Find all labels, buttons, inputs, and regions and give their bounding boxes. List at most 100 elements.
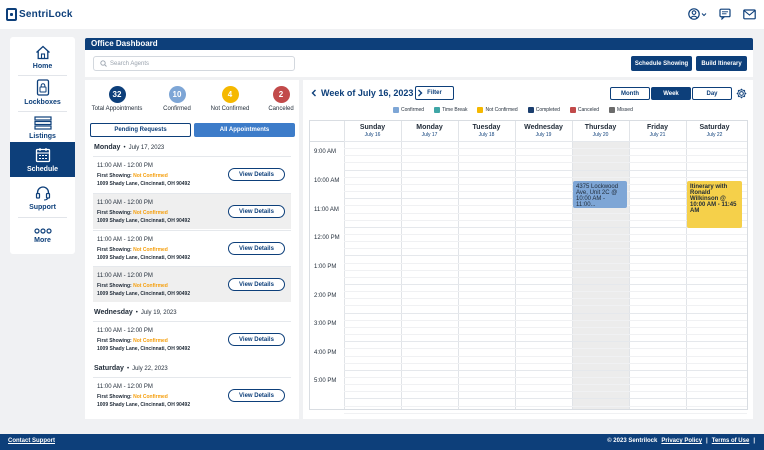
view-details-button[interactable]: View Details xyxy=(228,168,285,181)
privacy-policy-link[interactable]: Privacy Policy xyxy=(661,438,703,444)
search-placeholder: Search Agents xyxy=(110,60,150,67)
week-grid: Sunday July 16 Monday July 17 Tuesday July … xyxy=(309,120,748,421)
view-details-button[interactable]: View Details xyxy=(228,242,285,255)
mail-icon[interactable] xyxy=(743,8,756,20)
appt-showing: First Showing: Not Confirmed xyxy=(97,247,287,253)
terms-of-use-link[interactable]: Terms of Use xyxy=(711,438,750,444)
stat-label: Not Confirmed xyxy=(210,106,250,112)
stat-confirmed[interactable]: 10 Confirmed xyxy=(151,86,203,112)
sidebar-item-listings[interactable]: Listings xyxy=(10,109,75,144)
appt-address: 1009 Shady Lane, Cincinnati, OH 90492 xyxy=(97,346,191,352)
grid-quarter-line xyxy=(344,148,747,150)
grid-quarter-line xyxy=(344,269,747,271)
sidebar-label: Schedule xyxy=(26,166,59,173)
grid-quarter-line xyxy=(344,391,747,393)
appt-showing: First Showing: Not Confirmed xyxy=(97,210,287,216)
legend-label: Completed xyxy=(535,107,560,113)
top-bar: SentriLock xyxy=(0,0,764,29)
tab-pending-requests[interactable]: Pending Requests xyxy=(90,123,191,137)
day-column-header[interactable]: Tuesday July 18 xyxy=(458,121,515,141)
calendar-event-confirmed[interactable]: 4375 Lockwood Ave, Unit 2C @ 10:00 AM - … xyxy=(573,181,627,208)
chevron-left-icon[interactable] xyxy=(311,89,317,97)
appt-showing: First Showing: Not Confirmed xyxy=(97,283,287,289)
search-agents-input[interactable]: Search Agents xyxy=(93,56,295,71)
grid-quarter-line xyxy=(344,334,747,336)
grid-hour-line xyxy=(344,169,747,171)
sidebar-item-more[interactable]: More xyxy=(10,213,75,248)
legend-item: Canceled xyxy=(569,107,599,113)
view-details-button[interactable]: View Details xyxy=(228,333,285,346)
view-week-button[interactable]: Week xyxy=(651,87,691,100)
day-column-header[interactable]: Wednesday July 19 xyxy=(515,121,572,141)
sidebar-divider xyxy=(18,111,67,112)
sidebar-item-lockboxes[interactable]: Lockboxes xyxy=(10,75,75,110)
page-title: Office Dashboard xyxy=(85,38,753,50)
sidebar-item-schedule[interactable]: Schedule xyxy=(10,142,75,177)
grid-quarter-line xyxy=(344,276,747,278)
filter-button[interactable]: Filter xyxy=(415,86,454,100)
col-date: July 20 xyxy=(592,132,609,138)
grid-quarter-line xyxy=(344,219,747,221)
calendar-icon xyxy=(35,148,50,163)
time-label: 3:00 PM xyxy=(314,321,337,327)
chat-icon[interactable] xyxy=(719,8,731,20)
showing-label: First Showing: xyxy=(97,210,132,216)
grid-vline xyxy=(458,121,459,409)
stat-total[interactable]: 32 Total Appointments xyxy=(91,86,143,112)
calendar-event-not-confirmed[interactable]: Itinerary with Ronald Wilkinson @ 10:00 … xyxy=(687,181,742,228)
day-column-header[interactable]: Monday July 17 xyxy=(401,121,458,141)
appt-time: 11:00 AM - 12:00 PM xyxy=(97,384,153,390)
showing-label: First Showing: xyxy=(97,283,132,289)
grid-hour-line xyxy=(344,226,747,228)
chevron-right-icon[interactable] xyxy=(417,89,423,97)
time-label: 11:00 AM xyxy=(314,207,339,213)
appt-time: 11:00 AM - 12:00 PM xyxy=(97,200,153,206)
view-day-button[interactable]: Day xyxy=(692,87,732,100)
view-details-button[interactable]: View Details xyxy=(228,389,285,402)
grid-hour-line xyxy=(344,198,747,200)
grid-quarter-line xyxy=(344,362,747,364)
sidebar-item-support[interactable]: Support xyxy=(10,180,75,215)
grid-quarter-line xyxy=(344,419,747,421)
grid-hour-line xyxy=(344,341,747,343)
grid-quarter-line xyxy=(344,376,747,378)
view-details-button[interactable]: View Details xyxy=(228,205,285,218)
lockbox-icon xyxy=(36,79,49,96)
tab-all-appointments[interactable]: All Appointments xyxy=(194,123,295,137)
stat-count: 4 xyxy=(221,86,239,103)
day-column-header[interactable]: Sunday July 16 xyxy=(344,121,401,141)
grid-quarter-line xyxy=(344,155,747,157)
sidebar-item-home[interactable]: Home xyxy=(10,39,75,74)
col-day: Sunday xyxy=(359,124,386,131)
appt-time: 11:00 AM - 12:00 PM xyxy=(97,237,153,243)
grid-hour-line xyxy=(344,255,747,257)
week-title: Week of July 16, 2023 xyxy=(311,88,423,98)
col-day: Monday xyxy=(416,124,443,131)
user-menu-button[interactable] xyxy=(688,8,707,20)
view-month-button[interactable]: Month xyxy=(610,87,650,100)
stat-canceled[interactable]: 2 Canceled xyxy=(255,86,307,112)
day-heading: Wednesday • July 19, 2023 xyxy=(94,309,177,316)
legend-label: Not Confirmed xyxy=(485,107,518,113)
legend-label: Missed xyxy=(617,107,633,113)
legend-item: Time Break xyxy=(434,107,467,113)
contact-support-link[interactable]: Contact Support xyxy=(8,438,55,444)
calendar-panel: Week of July 16, 2023 Filter Month Week … xyxy=(303,80,753,421)
time-label: 2:00 PM xyxy=(314,293,337,299)
stat-not-confirmed[interactable]: 4 Not Confirmed xyxy=(204,86,256,112)
stat-count: 10 xyxy=(168,86,186,103)
sidebar-label: Lockboxes xyxy=(24,99,61,106)
grid-quarter-line xyxy=(344,191,747,193)
day-column-header[interactable]: Saturday July 22 xyxy=(686,121,743,141)
grid-quarter-line xyxy=(344,212,747,214)
sentrilock-logo[interactable]: SentriLock xyxy=(6,8,73,21)
day-column-header[interactable]: Friday July 21 xyxy=(629,121,686,141)
view-details-button[interactable]: View Details xyxy=(228,278,285,291)
status-not-confirmed: Not Confirmed xyxy=(133,338,168,344)
settings-gear-icon[interactable] xyxy=(736,88,747,99)
build-itinerary-button[interactable]: Build Itinerary xyxy=(696,56,747,71)
schedule-showing-button[interactable]: Schedule Showing xyxy=(631,56,692,71)
grid-quarter-line xyxy=(344,183,747,185)
day-column-header[interactable]: Thursday July 20 xyxy=(572,121,629,141)
grid-vline xyxy=(629,121,630,409)
